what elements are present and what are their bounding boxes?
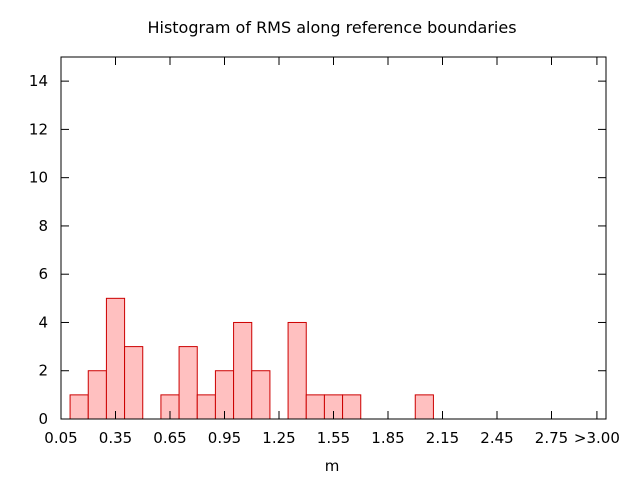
y-tick-label: 8 (38, 217, 48, 235)
histogram-bar (251, 370, 271, 420)
histogram-bar (178, 346, 198, 420)
histogram-bar (233, 321, 253, 420)
x-tick-label: 0.35 (99, 429, 132, 447)
x-tick-label: 2.15 (426, 429, 459, 447)
histogram-bar (414, 394, 434, 420)
x-axis-label: m (325, 457, 340, 475)
x-axis: 0.05 0.35 0.65 0.95 1.25 1.55 1.85 2.15 2.45 2.75… (44, 57, 620, 447)
x-tick-label: 2.75 (535, 429, 568, 447)
x-tick-label: >3.00 (574, 429, 620, 447)
chart-title: Histogram of RMS along reference boundar… (147, 18, 516, 37)
x-tick-label: 1.55 (317, 429, 350, 447)
histogram-bar (305, 394, 325, 420)
x-tick-label: 1.85 (371, 429, 404, 447)
histogram-bar (87, 370, 107, 420)
histogram-bar (105, 297, 126, 420)
y-tick-label: 0 (38, 410, 48, 428)
bars-group (69, 297, 434, 420)
y-tick-label: 12 (29, 120, 48, 138)
y-tick-label: 10 (29, 169, 48, 187)
x-tick-label: 0.65 (153, 429, 186, 447)
x-tick-label: 2.45 (480, 429, 513, 447)
histogram-bar (342, 394, 362, 420)
y-axis: 0 2 4 6 8 10 12 14 (29, 72, 606, 428)
x-tick-label: 0.05 (44, 429, 77, 447)
histogram-bar (196, 394, 216, 420)
histogram-bar (287, 321, 307, 420)
y-tick-label: 4 (38, 313, 48, 331)
x-tick-label: 0.95 (208, 429, 241, 447)
histogram-bar (69, 394, 89, 420)
y-tick-label: 14 (29, 72, 48, 90)
y-tick-label: 2 (38, 362, 48, 380)
y-tick-label: 6 (38, 265, 48, 283)
histogram-bar (124, 346, 144, 420)
x-tick-label: 1.25 (262, 429, 295, 447)
